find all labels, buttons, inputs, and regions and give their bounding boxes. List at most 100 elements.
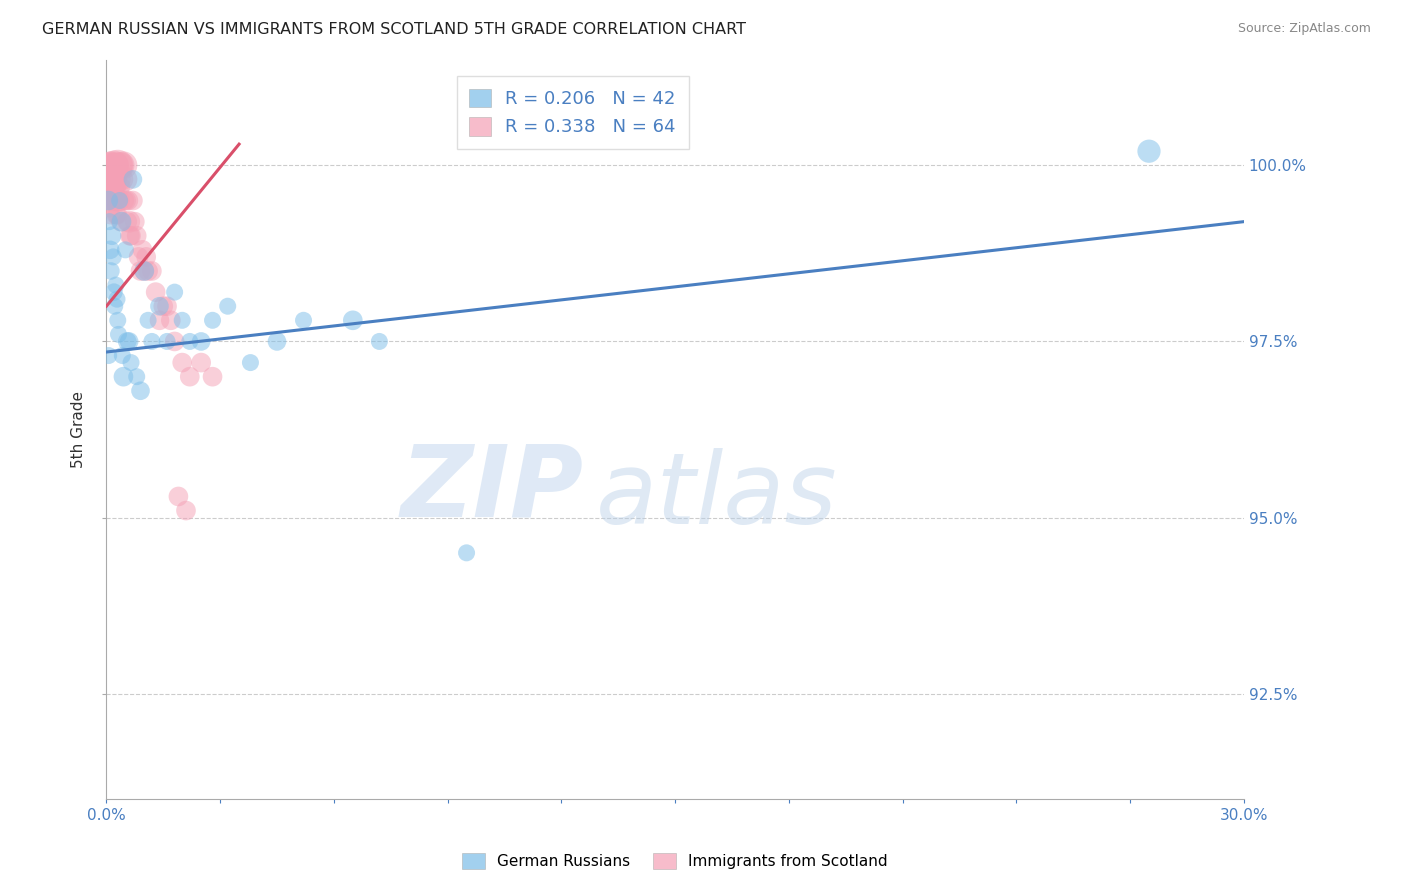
Point <box>136 264 159 278</box>
Point <box>239 355 262 369</box>
Point <box>97 158 120 172</box>
Point <box>96 172 118 186</box>
Point <box>120 355 142 369</box>
Point <box>104 179 127 194</box>
Point <box>122 172 145 186</box>
Point <box>98 215 121 229</box>
Point <box>190 355 212 369</box>
Point <box>148 299 170 313</box>
Point <box>107 158 129 172</box>
Point <box>190 334 212 349</box>
Point <box>201 313 224 327</box>
Point <box>148 313 170 327</box>
Point <box>100 194 122 208</box>
Point <box>103 158 125 172</box>
Text: atlas: atlas <box>596 448 837 545</box>
Point <box>104 158 127 172</box>
Point <box>105 194 128 208</box>
Point <box>108 194 131 208</box>
Point <box>97 194 120 208</box>
Point <box>111 349 134 363</box>
Point <box>118 334 141 349</box>
Point <box>122 194 145 208</box>
Point <box>172 355 194 369</box>
Point <box>108 194 131 208</box>
Point <box>105 179 128 194</box>
Point <box>98 243 121 257</box>
Point <box>118 215 141 229</box>
Point <box>103 179 125 194</box>
Point <box>115 215 138 229</box>
Point <box>125 369 148 384</box>
Point <box>179 334 201 349</box>
Point <box>111 172 134 186</box>
Point <box>114 172 136 186</box>
Point <box>110 215 132 229</box>
Point <box>128 250 150 264</box>
Point <box>110 215 132 229</box>
Point <box>100 172 122 186</box>
Point <box>112 158 135 172</box>
Point <box>292 313 315 327</box>
Point <box>135 250 157 264</box>
Point <box>141 264 163 278</box>
Point <box>115 194 138 208</box>
Point <box>115 334 138 349</box>
Point <box>98 194 121 208</box>
Point <box>107 172 129 186</box>
Point <box>98 201 121 215</box>
Point <box>125 228 148 243</box>
Point <box>456 546 478 560</box>
Point <box>104 299 127 313</box>
Text: Source: ZipAtlas.com: Source: ZipAtlas.com <box>1237 22 1371 36</box>
Point <box>167 490 190 504</box>
Point <box>107 327 129 342</box>
Point <box>131 243 153 257</box>
Legend: R = 0.206   N = 42, R = 0.338   N = 64: R = 0.206 N = 42, R = 0.338 N = 64 <box>457 76 689 149</box>
Point <box>112 369 135 384</box>
Point <box>103 158 125 172</box>
Point <box>1137 145 1160 159</box>
Point <box>97 186 120 201</box>
Point <box>152 299 174 313</box>
Y-axis label: 5th Grade: 5th Grade <box>72 391 86 468</box>
Point <box>100 208 122 222</box>
Point <box>120 228 142 243</box>
Point <box>103 285 125 299</box>
Point <box>129 384 152 398</box>
Point <box>105 292 128 306</box>
Text: GERMAN RUSSIAN VS IMMIGRANTS FROM SCOTLAND 5TH GRADE CORRELATION CHART: GERMAN RUSSIAN VS IMMIGRANTS FROM SCOTLA… <box>42 22 747 37</box>
Point <box>129 264 152 278</box>
Point <box>368 334 391 349</box>
Legend: German Russians, Immigrants from Scotland: German Russians, Immigrants from Scotlan… <box>456 847 894 875</box>
Point <box>104 172 127 186</box>
Point <box>217 299 239 313</box>
Point <box>112 194 135 208</box>
Point <box>114 243 136 257</box>
Point <box>103 250 125 264</box>
Point <box>342 313 364 327</box>
Point <box>156 299 179 313</box>
Point <box>107 313 129 327</box>
Point <box>98 158 121 172</box>
Point <box>100 172 122 186</box>
Point <box>174 503 197 517</box>
Point <box>179 369 201 384</box>
Point <box>201 369 224 384</box>
Point <box>97 349 120 363</box>
Point <box>105 208 128 222</box>
Point <box>118 228 141 243</box>
Point <box>124 215 146 229</box>
Point <box>266 334 288 349</box>
Point <box>163 285 186 299</box>
Point <box>104 194 127 208</box>
Point <box>104 278 127 293</box>
Point <box>141 334 163 349</box>
Point <box>163 334 186 349</box>
Text: ZIP: ZIP <box>401 441 583 537</box>
Point <box>101 186 124 201</box>
Point <box>145 285 167 299</box>
Point <box>98 179 121 194</box>
Point <box>134 264 156 278</box>
Point <box>108 158 131 172</box>
